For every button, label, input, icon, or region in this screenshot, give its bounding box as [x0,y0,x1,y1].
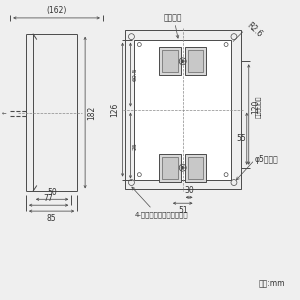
Text: $\leftarrow$: $\leftarrow$ [0,109,7,117]
Text: 4-裏面配線用ノックアウト: 4-裏面配線用ノックアウト [134,211,188,218]
Text: 126: 126 [111,102,120,117]
Bar [185,154,206,182]
Text: 120: 120 [251,99,260,114]
Text: φ5取付穴: φ5取付穴 [255,155,278,164]
Bar [162,157,178,178]
Text: 182: 182 [87,105,96,120]
Text: 50: 50 [47,188,57,197]
Bar [162,50,178,72]
Bar [124,30,241,189]
Bar [188,157,203,178]
Text: R2.6: R2.6 [245,21,264,39]
Text: 85: 85 [47,214,56,223]
Text: 単位:mm: 単位:mm [259,279,285,288]
Text: 60.5: 60.5 [132,68,137,81]
Bar [185,47,206,75]
Bar [134,40,231,180]
Text: 取付け穴: 取付け穴 [164,13,182,22]
Text: (162): (162) [46,6,67,15]
Text: 30: 30 [184,186,194,195]
Text: 51: 51 [178,206,188,215]
Text: 25: 25 [132,142,137,149]
Bar [159,47,181,75]
Text: 取付けピッチ: 取付けピッチ [256,95,262,118]
Bar [159,154,181,182]
Circle shape [182,60,184,62]
Circle shape [182,167,184,169]
Text: 55: 55 [236,134,246,143]
Bar [188,50,203,72]
Text: 77: 77 [44,194,53,203]
